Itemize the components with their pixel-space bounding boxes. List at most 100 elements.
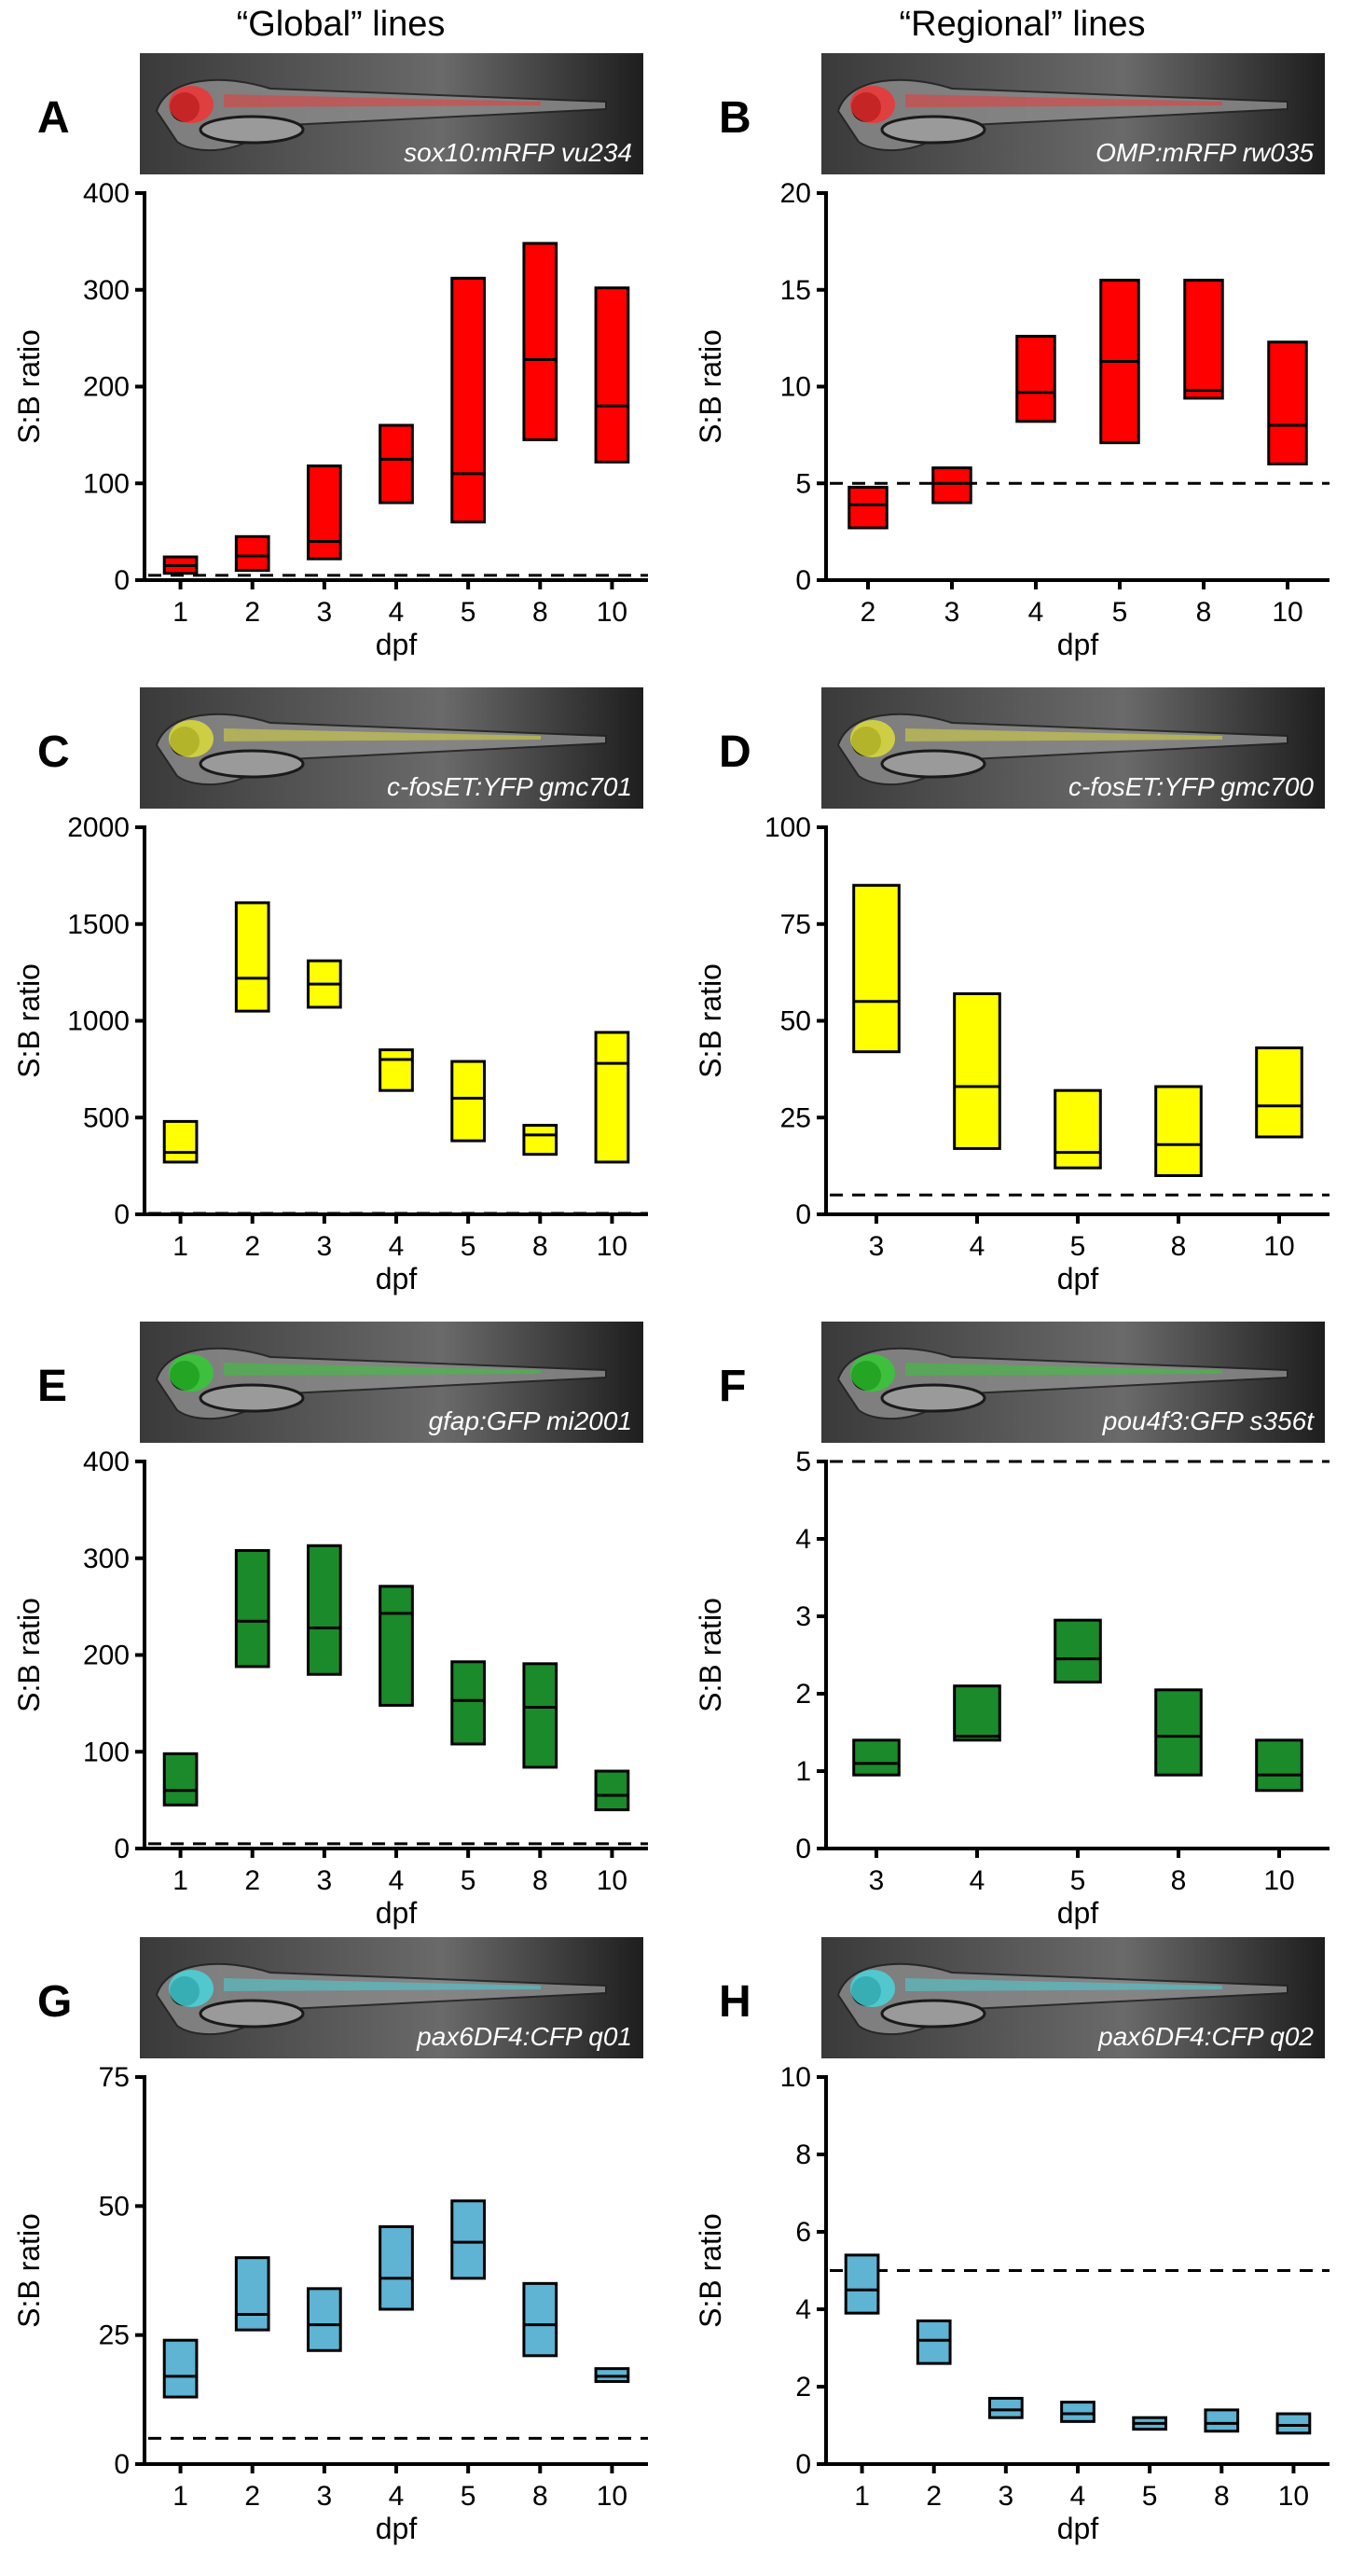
box-2-dpf [234, 2256, 270, 2332]
y-tick-label: 75 [99, 2062, 130, 2093]
x-tick-label: 1 [172, 1865, 188, 1896]
x-tick-label: 8 [1196, 597, 1212, 628]
x-tick-label: 4 [1070, 2481, 1086, 2512]
chart-svg: Dc-fosET:YFP gmc700 0 25 50 75 100 3 4 5 8 10 dpf S:… [694, 687, 1330, 1295]
box-5-dpf [450, 2199, 486, 2280]
y-tick-label: 6 [795, 2217, 811, 2248]
x-tick-label: 4 [389, 1231, 405, 1262]
fluorescence-body [905, 728, 1222, 741]
fluorescence-head [169, 86, 214, 123]
x-tick-label: 5 [461, 1231, 476, 1262]
x-axis-title: dpf [376, 628, 418, 661]
fluorescence-body [224, 1363, 541, 1376]
larva-body [155, 713, 607, 786]
box-4-dpf [379, 423, 414, 505]
box-2-dpf [234, 534, 270, 573]
image-caption: c-fosET:YFP gmc700 [1068, 772, 1314, 801]
x-axis-title: dpf [1057, 1896, 1099, 1930]
x-tick-label: 5 [1142, 2481, 1158, 2512]
box-10-dpf [1255, 1046, 1303, 1139]
fluorescence-head [850, 1354, 895, 1392]
axes [143, 191, 648, 582]
x-tick-label: 8 [1171, 1231, 1187, 1262]
box-4-dpf [379, 2224, 414, 2311]
larva-yolk [199, 749, 305, 779]
larva-yolk [199, 1383, 305, 1413]
y-axis-title: S:B ratio [694, 1598, 727, 1712]
y-tick-label: 1000 [67, 1006, 130, 1037]
x-tick-label: 5 [1070, 1231, 1086, 1262]
y-tick-label: 8 [795, 2140, 811, 2170]
x-tick-label: 10 [1278, 2481, 1309, 2512]
x-tick-label: 1 [172, 1231, 188, 1262]
y-tick-label: 25 [99, 2320, 130, 2351]
y-tick-label: 75 [780, 909, 811, 940]
x-tick-label: 2 [244, 2481, 260, 2512]
y-axis-title: S:B ratio [12, 963, 46, 1078]
larva-image: c-fosET:YFP gmc701 [140, 687, 643, 809]
box-3-dpf [307, 1544, 342, 1676]
y-tick-label: 0 [114, 1199, 130, 1230]
x-tick-label: 10 [1263, 1231, 1294, 1262]
box-10-dpf [594, 1769, 630, 1811]
larva-body [836, 1347, 1288, 1420]
panel-letter: A [37, 93, 70, 143]
box-1-dpf [162, 2338, 199, 2399]
column-header-regional: “Regional” lines [899, 5, 1146, 44]
x-tick-label: 3 [869, 1865, 885, 1896]
larva-body [155, 1962, 607, 2036]
larva-image: pax6DF4:CFP q01 [140, 1937, 643, 2058]
y-tick-label: 3 [795, 1601, 811, 1632]
image-caption: c-fosET:YFP gmc701 [387, 772, 632, 801]
x-tick-label: 10 [1272, 597, 1302, 628]
x-axis-title: dpf [376, 1896, 418, 1930]
box-10-dpf [1255, 1738, 1303, 1793]
fluorescence-body [905, 1978, 1222, 1991]
x-axis-title: dpf [376, 2512, 418, 2545]
fluorescence-body [905, 1363, 1222, 1376]
box-8-dpf [1183, 278, 1224, 400]
box-2-dpf [916, 2319, 952, 2365]
image-caption: pax6DF4:CFP q02 [1097, 2022, 1314, 2051]
box-2-dpf [234, 901, 270, 1013]
x-tick-label: 2 [244, 1231, 260, 1262]
larva-yolk [880, 1999, 986, 2029]
y-tick-label: 50 [780, 1006, 811, 1037]
larva-yolk [199, 115, 305, 145]
x-tick-label: 3 [317, 1231, 333, 1262]
x-tick-label: 5 [461, 1865, 476, 1896]
y-tick-label: 2 [795, 1679, 811, 1710]
box-10-dpf [594, 286, 630, 464]
fluorescence-head [850, 720, 895, 757]
fluorescence-head [850, 86, 895, 123]
larva-yolk [880, 749, 986, 779]
box-3-dpf [852, 883, 901, 1054]
y-tick-label: 200 [83, 1641, 130, 1671]
y-tick-label: 0 [795, 565, 811, 596]
box-8-dpf [522, 1124, 558, 1156]
y-tick-label: 4 [795, 2294, 811, 2325]
box-4-dpf [953, 991, 1001, 1150]
x-tick-label: 1 [172, 597, 188, 628]
y-axis-title: S:B ratio [12, 329, 46, 444]
x-tick-label: 10 [597, 1865, 627, 1896]
y-tick-label: 300 [83, 1544, 130, 1574]
x-tick-label: 4 [1028, 597, 1044, 628]
y-tick-label: 50 [99, 2191, 130, 2222]
y-axis-title: S:B ratio [12, 1598, 46, 1712]
y-axis-title: S:B ratio [694, 329, 727, 444]
fluorescence-head [169, 1354, 214, 1392]
x-tick-label: 2 [861, 597, 876, 628]
y-axis-title: S:B ratio [694, 963, 727, 1078]
larva-image: c-fosET:YFP gmc700 [821, 687, 1325, 809]
box-8-dpf [1154, 1085, 1203, 1177]
larva-image: pou4f3:GFP s356t [821, 1322, 1325, 1443]
x-tick-label: 4 [389, 597, 405, 628]
panel-letter: B [719, 93, 751, 143]
larva-yolk [199, 1999, 305, 2029]
